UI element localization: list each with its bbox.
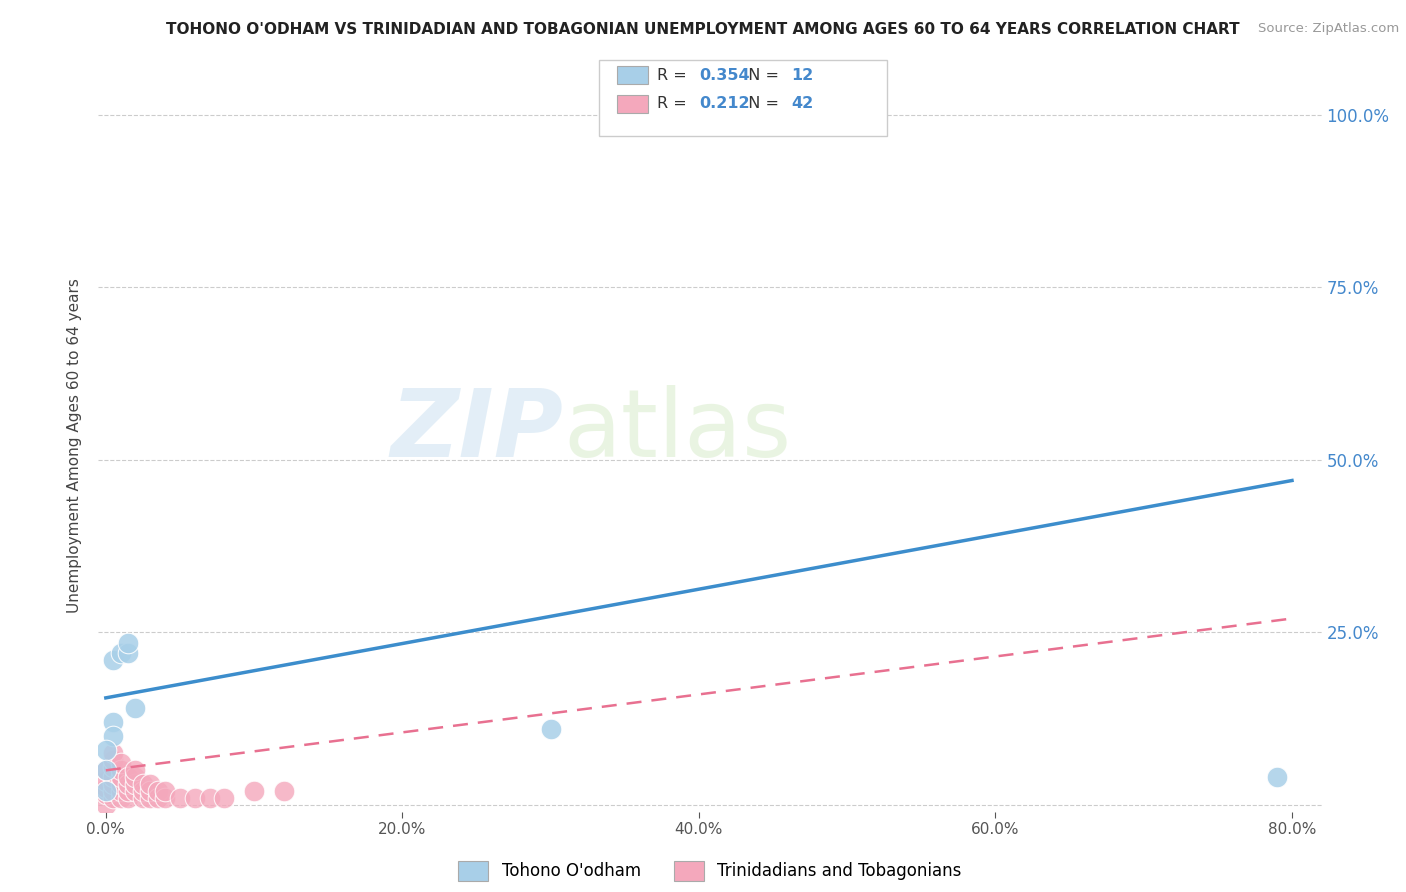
Point: [139, 791, 162, 805]
Point: [110, 770, 132, 784]
Point: [124, 770, 146, 784]
Point: [153, 784, 176, 798]
Point: [94, 780, 117, 795]
Point: [243, 784, 266, 798]
Point: [103, 753, 125, 767]
Point: [132, 784, 155, 798]
Point: [132, 791, 155, 805]
Point: [94, 784, 117, 798]
Point: [110, 784, 132, 798]
Point: [139, 784, 162, 798]
Point: [110, 756, 132, 771]
Point: [1265, 770, 1288, 784]
Text: 0.212: 0.212: [699, 96, 749, 112]
Point: [184, 791, 207, 805]
Text: R =: R =: [657, 68, 692, 83]
Point: [153, 791, 176, 805]
Point: [110, 646, 132, 660]
Point: [139, 777, 162, 791]
Point: [117, 770, 139, 784]
Text: 42: 42: [792, 96, 814, 112]
Point: [103, 653, 125, 667]
Point: [117, 646, 139, 660]
Point: [124, 777, 146, 791]
Point: [103, 770, 125, 784]
Point: [103, 760, 125, 774]
Point: [132, 777, 155, 791]
Point: [94, 797, 117, 812]
Point: [94, 764, 117, 778]
Point: [94, 773, 117, 788]
Text: N =: N =: [738, 96, 785, 112]
Point: [540, 722, 562, 736]
Point: [103, 729, 125, 743]
Point: [117, 777, 139, 791]
Point: [117, 791, 139, 805]
Legend: Tohono O'odham, Trinidadians and Tobagonians: Tohono O'odham, Trinidadians and Tobagon…: [451, 854, 969, 888]
Point: [103, 746, 125, 760]
Point: [110, 764, 132, 778]
Text: Source: ZipAtlas.com: Source: ZipAtlas.com: [1258, 22, 1399, 36]
Point: [94, 742, 117, 756]
Point: [110, 791, 132, 805]
Point: [103, 791, 125, 805]
Y-axis label: Unemployment Among Ages 60 to 64 years: Unemployment Among Ages 60 to 64 years: [67, 278, 83, 614]
Point: [117, 635, 139, 649]
Point: [103, 714, 125, 729]
Point: [117, 784, 139, 798]
Point: [214, 791, 236, 805]
Point: [124, 764, 146, 778]
Point: [110, 777, 132, 791]
Point: [124, 701, 146, 715]
Point: [146, 791, 169, 805]
Point: [94, 764, 117, 778]
Point: [103, 777, 125, 791]
Point: [198, 791, 221, 805]
Point: [273, 784, 295, 798]
Point: [94, 788, 117, 802]
Text: 12: 12: [792, 68, 814, 83]
Text: ZIP: ZIP: [391, 385, 564, 477]
Text: atlas: atlas: [564, 385, 792, 477]
Text: N =: N =: [738, 68, 785, 83]
Text: R =: R =: [657, 96, 692, 112]
Point: [124, 784, 146, 798]
Point: [146, 784, 169, 798]
Text: 0.354: 0.354: [699, 68, 749, 83]
Point: [103, 784, 125, 798]
Point: [169, 791, 191, 805]
Text: TOHONO O'ODHAM VS TRINIDADIAN AND TOBAGONIAN UNEMPLOYMENT AMONG AGES 60 TO 64 YE: TOHONO O'ODHAM VS TRINIDADIAN AND TOBAGO…: [166, 22, 1240, 37]
